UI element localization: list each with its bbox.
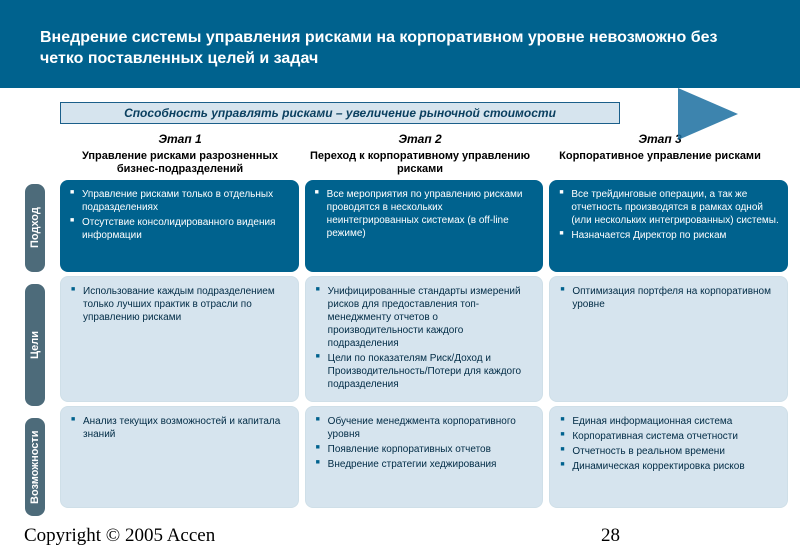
- bullet-item: Корпоративная система отчетности: [560, 430, 779, 443]
- bullet-item: Анализ текущих возможностей и капитала з…: [71, 415, 290, 441]
- cell-approach-1: Управление рисками только в отдельных по…: [60, 180, 299, 272]
- stage-1-header: Этап 1 Управление рисками разрозненных б…: [60, 132, 300, 176]
- row-label-approach: Подход: [10, 180, 60, 276]
- cell-approach-2: Все мероприятия по управлению рисками пр…: [305, 180, 544, 272]
- slide-header: Внедрение системы управления рисками на …: [0, 0, 800, 88]
- ribbon-text: Способность управлять рисками – увеличен…: [60, 102, 620, 124]
- matrix-grid: Подход Цели Возможности Управление риска…: [10, 180, 788, 520]
- bullet-item: Динамическая корректировка рисков: [560, 460, 779, 473]
- bullet-item: Внедрение стратегии хеджирования: [316, 458, 535, 471]
- bullet-item: Все трейдинговые операции, а так же отче…: [559, 188, 780, 227]
- row-label-goals: Цели: [10, 280, 60, 410]
- stage-headers: Этап 1 Управление рисками разрозненных б…: [60, 132, 780, 176]
- stage-2-header: Этап 2 Переход к корпоративному управлен…: [300, 132, 540, 176]
- col-stage-3: Все трейдинговые операции, а так же отче…: [549, 180, 788, 520]
- cell-goals-2: Унифицированные стандарты измерений риск…: [305, 276, 544, 402]
- stage-desc: Переход к корпоративному управлению риск…: [306, 150, 534, 176]
- stage-num: Этап 2: [306, 132, 534, 146]
- bullet-item: Появление корпоративных отчетов: [316, 443, 535, 456]
- grid-columns: Управление рисками только в отдельных по…: [60, 180, 788, 520]
- slide-title: Внедрение системы управления рисками на …: [40, 28, 760, 70]
- bullet-item: Использование каждым подразделением толь…: [71, 285, 290, 324]
- row-label-capabilities: Возможности: [10, 414, 60, 520]
- bullet-item: Оптимизация портфеля на корпоративном ур…: [560, 285, 779, 311]
- row-labels: Подход Цели Возможности: [10, 180, 60, 520]
- bullet-item: Все мероприятия по управлению рисками пр…: [315, 188, 536, 240]
- bullet-item: Единая информационная система: [560, 415, 779, 428]
- cell-approach-3: Все трейдинговые операции, а так же отче…: [549, 180, 788, 272]
- stage-num: Этап 3: [546, 132, 774, 146]
- cell-capabilities-1: Анализ текущих возможностей и капитала з…: [60, 406, 299, 508]
- bullet-item: Отчетность в реальном времени: [560, 445, 779, 458]
- bullet-item: Унифицированные стандарты измерений риск…: [316, 285, 535, 350]
- cell-goals-3: Оптимизация портфеля на корпоративном ур…: [549, 276, 788, 402]
- cell-capabilities-2: Обучение менеджмента корпоративного уров…: [305, 406, 544, 508]
- bullet-item: Управление рисками только в отдельных по…: [70, 188, 291, 214]
- bullet-item: Отсутствие консолидированного видения ин…: [70, 216, 291, 242]
- bullet-item: Обучение менеджмента корпоративного уров…: [316, 415, 535, 441]
- cell-goals-1: Использование каждым подразделением толь…: [60, 276, 299, 402]
- ribbon-arrow: Способность управлять рисками – увеличен…: [60, 102, 760, 124]
- arrow-head-icon: [678, 88, 738, 140]
- copyright-text: Copyright © 2005 Accen: [24, 525, 215, 547]
- stage-desc: Управление рисками разрозненных бизнес-п…: [66, 150, 294, 176]
- bullet-item: Назначается Директор по рискам: [559, 229, 780, 242]
- stage-3-header: Этап 3 Корпоративное управление рисками: [540, 132, 780, 176]
- stage-desc: Корпоративное управление рисками: [546, 150, 774, 163]
- bullet-item: Цели по показателям Риск/Доход и Произво…: [316, 352, 535, 391]
- col-stage-1: Управление рисками только в отдельных по…: [60, 180, 299, 520]
- stage-num: Этап 1: [66, 132, 294, 146]
- page-number: 28: [601, 525, 620, 547]
- cell-capabilities-3: Единая информационная система Корпоративн…: [549, 406, 788, 508]
- col-stage-2: Все мероприятия по управлению рисками пр…: [305, 180, 544, 520]
